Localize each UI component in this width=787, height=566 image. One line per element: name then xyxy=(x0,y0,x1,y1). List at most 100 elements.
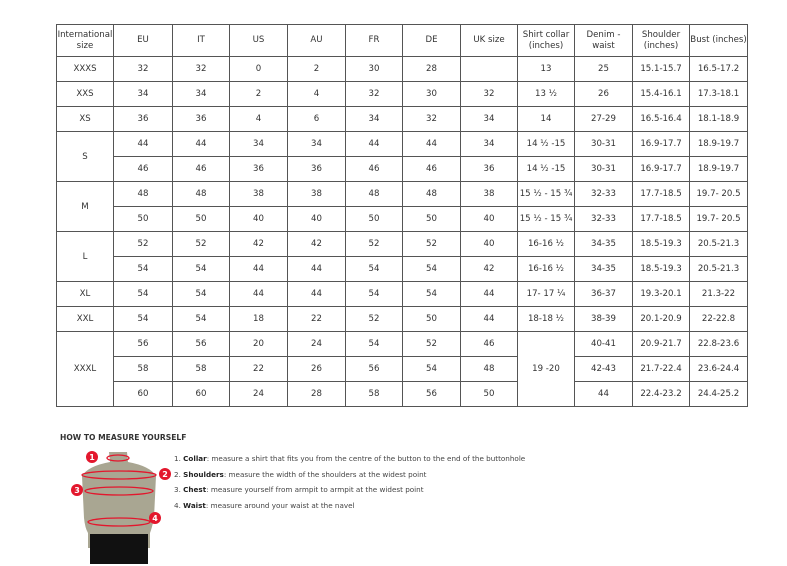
table-cell: 32 xyxy=(402,106,461,132)
table-cell: 16-16 ½ xyxy=(517,256,575,282)
table-cell: 40-41 xyxy=(574,331,633,357)
column-header: AU xyxy=(287,24,346,57)
international-size-cell: M xyxy=(56,181,114,232)
table-cell: 20 xyxy=(229,331,288,357)
marker-3: 3 xyxy=(74,486,80,495)
table-cell: 27-29 xyxy=(574,106,633,132)
table-cell: 48 xyxy=(402,181,461,207)
table-row: XXL 54 54 18 22 52 50 44 18-18 ½ 38-39 20.1-20.9 22… xyxy=(56,306,748,332)
table-cell: 34-35 xyxy=(574,256,633,282)
international-size-cell: XS xyxy=(56,106,114,132)
marker-4: 4 xyxy=(152,514,158,523)
table-cell: 22-22.8 xyxy=(689,306,748,332)
table-cell: 4 xyxy=(287,81,346,107)
table-cell: 54 xyxy=(113,256,173,282)
table-cell: 13 ½ xyxy=(517,81,575,107)
table-cell: 26 xyxy=(574,81,633,107)
table-cell: 46 xyxy=(345,156,403,182)
table-cell: 19.7- 20.5 xyxy=(689,181,748,207)
table-cell: 48 xyxy=(172,181,230,207)
table-cell: 17.7-18.5 xyxy=(632,206,690,232)
table-cell: 42 xyxy=(460,256,518,282)
table-cell: 32 xyxy=(172,56,230,82)
marker-2: 2 xyxy=(162,470,168,479)
table-cell: 24 xyxy=(229,381,288,407)
torso-shape xyxy=(82,452,156,548)
table-cell: 20.1-20.9 xyxy=(632,306,690,332)
table-cell: 48 xyxy=(460,356,518,382)
table-cell: 38 xyxy=(229,181,288,207)
column-header: UK size xyxy=(460,24,518,57)
marker-1: 1 xyxy=(89,453,95,462)
table-cell: 28 xyxy=(287,381,346,407)
table-cell: 2 xyxy=(229,81,288,107)
column-header: DE xyxy=(402,24,461,57)
column-header: IT xyxy=(172,24,230,57)
table-cell: 56 xyxy=(113,331,173,357)
table-cell: 32 xyxy=(460,81,518,107)
table-cell: 52 xyxy=(345,231,403,257)
table-cell: 54 xyxy=(345,281,403,307)
table-cell: 15.1-15.7 xyxy=(632,56,690,82)
table-cell: 22 xyxy=(229,356,288,382)
table-cell: 32 xyxy=(113,56,173,82)
international-size-cell: XXXS xyxy=(56,56,114,82)
international-size-cell: XXL xyxy=(56,306,114,332)
table-cell: 36 xyxy=(113,106,173,132)
international-size-cell: XXS xyxy=(56,81,114,107)
table-cell: 6 xyxy=(287,106,346,132)
table-cell: 48 xyxy=(345,181,403,207)
table-cell: 34 xyxy=(229,131,288,157)
table-cell: 56 xyxy=(172,331,230,357)
table-cell: 34-35 xyxy=(574,231,633,257)
table-cell: 46 xyxy=(402,156,461,182)
table-cell: 19 -20 xyxy=(517,331,575,407)
international-size-cell: L xyxy=(56,231,114,282)
table-cell: 46 xyxy=(172,156,230,182)
table-cell: 52 xyxy=(402,331,461,357)
table-cell: 58 xyxy=(345,381,403,407)
column-header: Shoulder (inches) xyxy=(632,24,690,57)
table-cell: 54 xyxy=(172,306,230,332)
table-cell: 18 xyxy=(229,306,288,332)
table-cell: 46 xyxy=(460,331,518,357)
table-cell: 60 xyxy=(113,381,173,407)
table-cell: 36 xyxy=(229,156,288,182)
table-cell: 18.5-19.3 xyxy=(632,231,690,257)
table-cell: 24.4-25.2 xyxy=(689,381,748,407)
table-cell: 36 xyxy=(460,156,518,182)
table-cell: 16.9-17.7 xyxy=(632,131,690,157)
table-cell: 42 xyxy=(229,231,288,257)
table-row: XXXL 56 56 20 24 54 52 46 19 -20 40-41 20.9-21.7 22… xyxy=(56,331,748,407)
table-cell: 44 xyxy=(229,281,288,307)
table-cell: 54 xyxy=(402,356,461,382)
table-cell: 40 xyxy=(460,206,518,232)
table-row: S 44 44 34 34 44 44 34 14 ½ -15 30-31 16.9-17.7 18.… xyxy=(56,131,748,182)
table-cell: 28 xyxy=(402,56,461,82)
table-cell: 38-39 xyxy=(574,306,633,332)
table-cell: 21.3-22 xyxy=(689,281,748,307)
international-size-cell: XXXL xyxy=(56,331,114,407)
table-cell: 22.8-23.6 xyxy=(689,331,748,357)
table-row: L 52 52 42 42 52 52 40 16-16 ½ 34-35 18.5-19.3 20.5… xyxy=(56,231,748,282)
column-header: Bust (inches) xyxy=(689,24,748,57)
table-cell: 40 xyxy=(460,231,518,257)
table-cell: 54 xyxy=(172,281,230,307)
table-cell: 18.9-19.7 xyxy=(689,156,748,182)
table-cell: 16-16 ½ xyxy=(517,231,575,257)
table-cell: 22.4-23.2 xyxy=(632,381,690,407)
table-cell: 17.3-18.1 xyxy=(689,81,748,107)
table-cell: 18.5-19.3 xyxy=(632,256,690,282)
table-cell: 50 xyxy=(402,206,461,232)
table-cell: 54 xyxy=(172,256,230,282)
table-cell: 36-37 xyxy=(574,281,633,307)
table-cell: 17.7-18.5 xyxy=(632,181,690,207)
table-cell: 36 xyxy=(287,156,346,182)
table-cell: 32-33 xyxy=(574,206,633,232)
table-row: 58 58 22 26 56 54 48 42-43 21.7-22.4 23.6-24.4 xyxy=(57,356,748,382)
table-cell: 32-33 xyxy=(574,181,633,207)
table-cell: 18.1-18.9 xyxy=(689,106,748,132)
table-cell: 19.7- 20.5 xyxy=(689,206,748,232)
table-cell: 19.3-20.1 xyxy=(632,281,690,307)
measure-title: HOW TO MEASURE YOURSELF xyxy=(60,433,187,442)
